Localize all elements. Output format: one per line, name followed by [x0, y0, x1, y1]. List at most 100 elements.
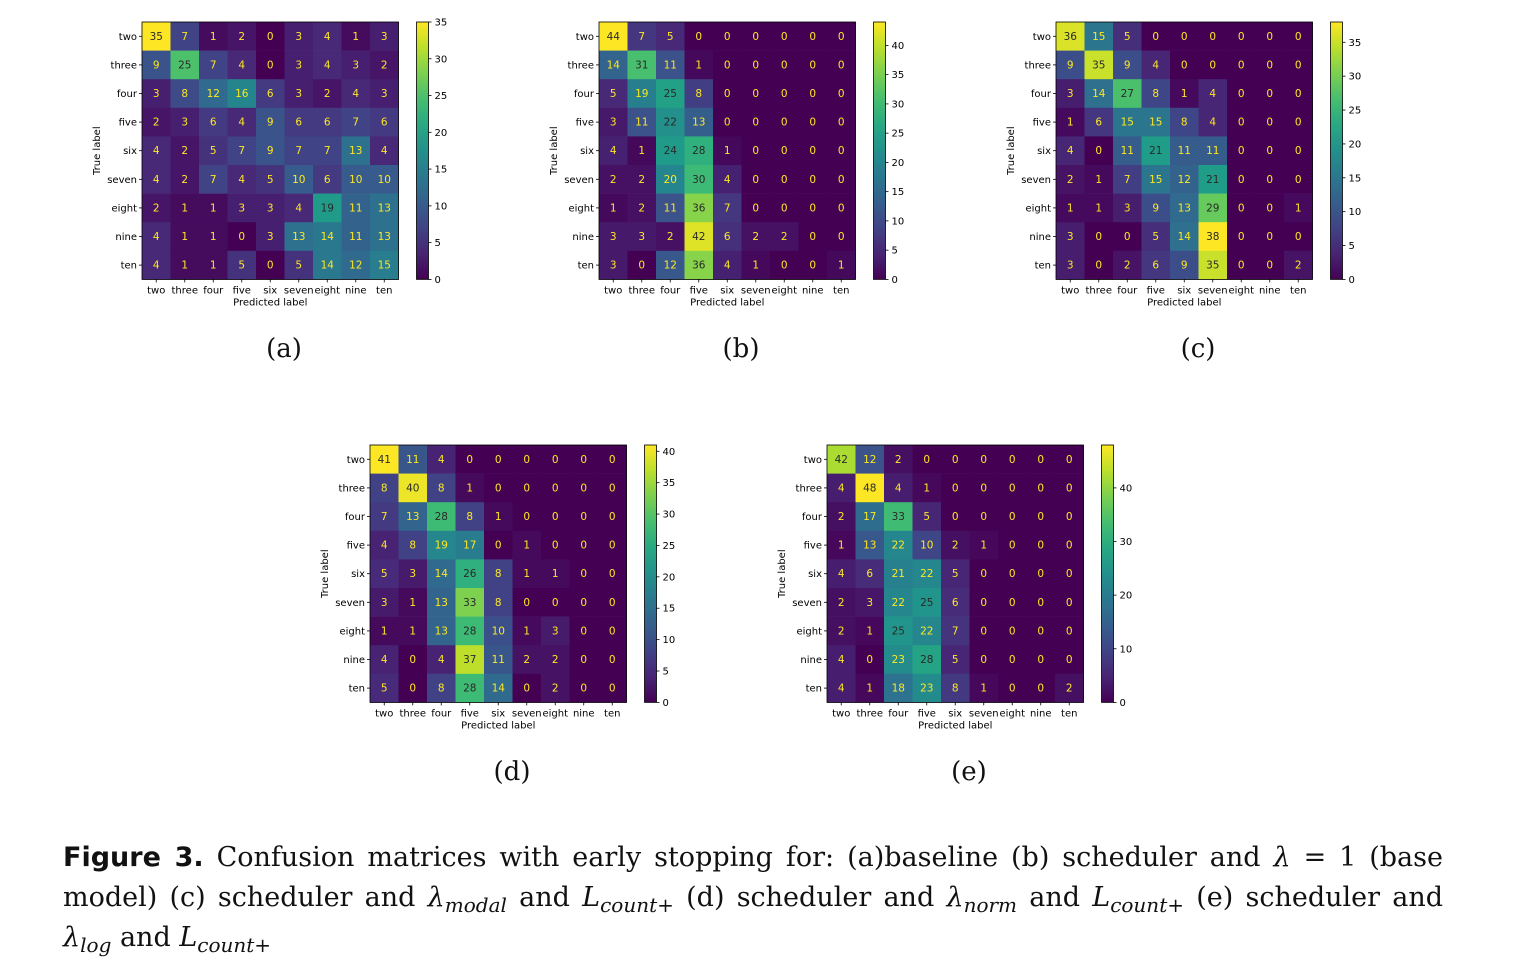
heatmap-cell: [199, 79, 228, 109]
cell-value-label: 2: [638, 202, 645, 214]
cell-value-label: 0: [1266, 59, 1273, 71]
heatmap-cell: [1227, 165, 1256, 194]
heatmap-cell: [370, 645, 399, 675]
heatmap-cell: [484, 588, 513, 617]
cell-value-label: 1: [181, 260, 188, 272]
cell-value-label: 0: [980, 597, 987, 609]
heatmap-cell: [827, 107, 856, 137]
cell-value-label: 4: [1209, 88, 1216, 100]
heatmap-cell: [1227, 22, 1256, 51]
colorbar-tick-label: 30: [1120, 537, 1133, 548]
heatmap-cell: [884, 559, 913, 589]
cell-value-label: 3: [295, 88, 302, 100]
subscript-count: count+: [1110, 893, 1184, 917]
cell-value-label: 9: [1124, 59, 1131, 71]
colorbar-tick-label: 10: [892, 216, 905, 227]
loss-symbol: L: [1092, 882, 1111, 913]
cell-value-label: 14: [321, 260, 335, 272]
cell-value-label: 20: [664, 174, 677, 186]
heatmap-cell: [256, 107, 285, 137]
heatmap-cell: [1026, 502, 1056, 532]
heatmap-cell: [1255, 79, 1285, 109]
cell-value-label: 0: [724, 117, 731, 129]
heatmap-cell: [455, 445, 485, 474]
heatmap-cell: [599, 50, 628, 80]
cell-value-label: 38: [1206, 231, 1219, 243]
cell-value-label: 0: [980, 654, 987, 666]
heatmap-cell: [199, 250, 228, 280]
heatmap-cell: [256, 50, 285, 80]
heatmap-cell: [398, 588, 428, 617]
heatmap-cell: [1284, 79, 1313, 109]
cell-value-label: 2: [781, 231, 788, 243]
heatmap-cell: [855, 502, 885, 532]
cell-value-label: 0: [809, 31, 816, 43]
cell-value-label: 21: [892, 568, 905, 580]
heatmap-cell: [941, 445, 970, 474]
heatmap-cell: [284, 250, 314, 280]
cell-value-label: 4: [238, 174, 245, 186]
cell-value-label: 5: [1124, 31, 1131, 43]
heatmap-cell: [855, 616, 885, 646]
cell-value-label: 4: [324, 31, 331, 43]
heatmap-cell: [227, 50, 257, 80]
cell-value-label: 4: [838, 568, 845, 580]
heatmap-cell: [656, 193, 685, 223]
heatmap-cell: [512, 673, 542, 703]
y-tick-label: nine: [343, 655, 365, 666]
caption-text: = 1 (base model) (c) scheduler and: [63, 842, 1443, 913]
cell-value-label: 2: [610, 174, 617, 186]
heatmap-cell: [912, 445, 942, 474]
heatmap-cell: [398, 473, 428, 503]
heatmap-cell: [313, 79, 342, 109]
cell-value-label: 4: [838, 683, 845, 695]
heatmap-cell: [1084, 107, 1114, 137]
cell-value-label: 0: [267, 260, 274, 272]
heatmap-cell: [1198, 79, 1228, 109]
heatmap-cell: [1227, 107, 1256, 137]
cell-value-label: 1: [523, 540, 530, 552]
loss-symbol: L: [582, 882, 601, 913]
x-tick-label: seven: [741, 285, 771, 296]
cell-value-label: 6: [952, 597, 959, 609]
heatmap-cell: [512, 445, 542, 474]
heatmap-cell: [398, 616, 428, 646]
lambda-symbol: λ: [63, 922, 81, 953]
cell-value-label: 0: [1266, 31, 1273, 43]
heatmap-cell: [370, 473, 399, 503]
heatmap-cell: [713, 165, 742, 194]
colorbar-tick-label: 0: [1120, 698, 1126, 709]
heatmap-cell: [827, 588, 856, 617]
cell-value-label: 22: [664, 117, 677, 129]
cell-value-label: 11: [349, 231, 362, 243]
x-tick-label: ten: [1061, 708, 1077, 719]
heatmap-cell: [598, 445, 627, 474]
cell-value-label: 0: [980, 625, 987, 637]
heatmap-cell: [199, 136, 228, 166]
cell-value-label: 11: [406, 454, 419, 466]
heatmap-cell: [370, 616, 399, 646]
cell-value-label: 4: [153, 174, 160, 186]
cell-value-label: 0: [1238, 31, 1245, 43]
cell-value-label: 19: [321, 202, 334, 214]
heatmap-cell: [827, 222, 856, 252]
lambda-symbol: λ: [427, 882, 445, 913]
heatmap-cell: [627, 50, 657, 80]
x-tick-label: three: [857, 708, 883, 719]
cell-value-label: 30: [692, 174, 705, 186]
heatmap-cell: [1056, 136, 1085, 166]
heatmap-cell: [855, 673, 885, 703]
colorbar-tick-label: 0: [892, 275, 898, 286]
y-tick-label: seven: [107, 175, 137, 186]
cell-value-label: 33: [463, 597, 476, 609]
heatmap-cell: [1056, 50, 1085, 80]
colorbar-tick-label: 30: [435, 54, 448, 65]
cell-value-label: 0: [1295, 31, 1302, 43]
x-tick-label: three: [629, 285, 655, 296]
y-tick-label: two: [1033, 32, 1051, 43]
cell-value-label: 0: [580, 482, 587, 494]
cell-value-label: 13: [1178, 202, 1191, 214]
subscript-count: count+: [600, 893, 674, 917]
heatmap-cell: [656, 79, 685, 109]
cell-value-label: 6: [866, 568, 873, 580]
